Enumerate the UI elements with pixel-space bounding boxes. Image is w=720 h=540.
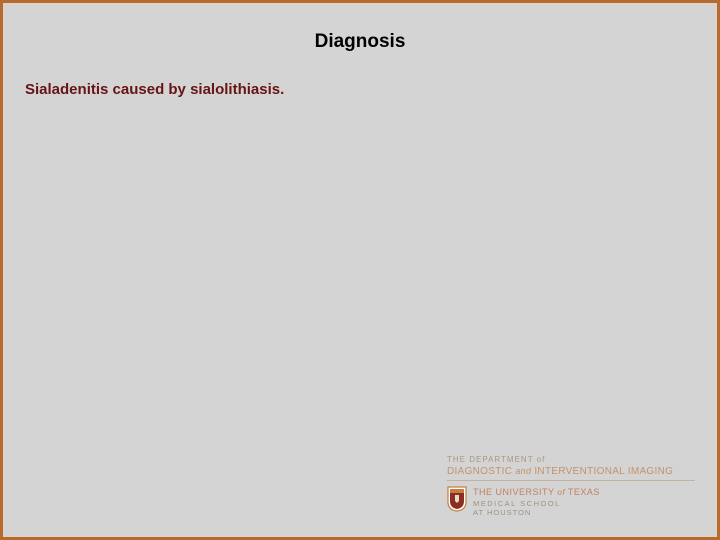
divider-line bbox=[447, 480, 695, 481]
university-row: THE UNIVERSITY of TEXAS MEDICAL SCHOOL A… bbox=[447, 486, 695, 517]
diagnosis-text: Sialadenitis caused by sialolithiasis. bbox=[25, 81, 284, 98]
dept-name-part2: INTERVENTIONAL IMAGING bbox=[534, 466, 673, 477]
slide-frame: Diagnosis Sialadenitis caused by sialoli… bbox=[0, 0, 720, 540]
dept-and: and bbox=[515, 466, 531, 476]
houston-line: AT HOUSTON bbox=[473, 508, 600, 517]
med-school-line: MEDICAL SCHOOL bbox=[473, 499, 600, 508]
univ-part2: TEXAS bbox=[568, 487, 600, 497]
slide-title: Diagnosis bbox=[3, 31, 717, 53]
univ-of: of bbox=[557, 488, 565, 497]
institution-logo: THE DEPARTMENT of DIAGNOSTIC and INTERVE… bbox=[447, 455, 695, 517]
shield-icon bbox=[447, 486, 467, 512]
dept-name: DIAGNOSTIC and INTERVENTIONAL IMAGING bbox=[447, 466, 695, 477]
dept-label: THE DEPARTMENT of bbox=[447, 455, 695, 464]
university-name: THE UNIVERSITY of TEXAS bbox=[473, 487, 600, 497]
university-text: THE UNIVERSITY of TEXAS MEDICAL SCHOOL A… bbox=[473, 486, 600, 517]
univ-part1: THE UNIVERSITY bbox=[473, 487, 554, 497]
dept-name-part1: DIAGNOSTIC bbox=[447, 466, 512, 477]
